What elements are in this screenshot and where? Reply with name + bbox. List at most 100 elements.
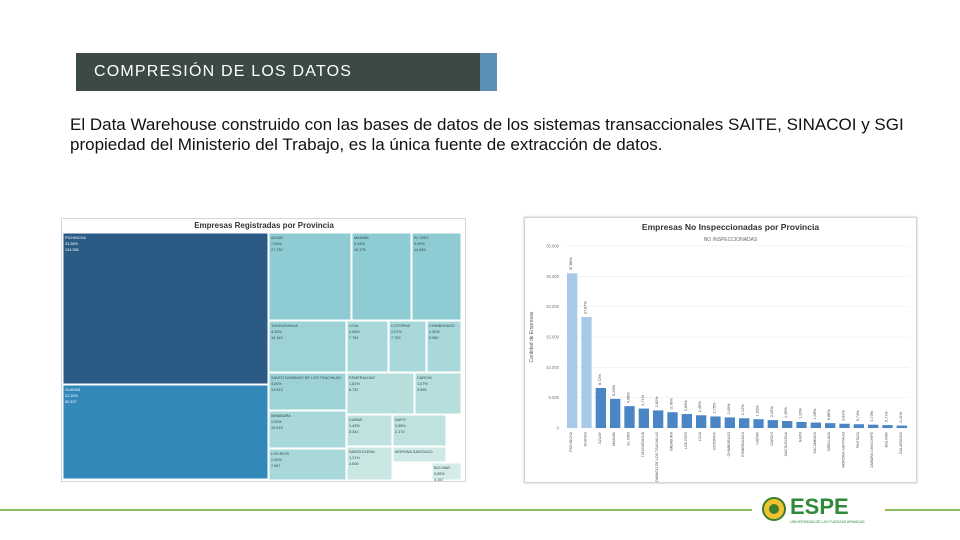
treemap-panel: Empresas Registradas por Provincia PICHI… xyxy=(61,218,466,482)
bar-17: 1,20% NAPO xyxy=(796,408,807,442)
treemap-cell-19: BOLIVAR 0,85% 3.167 xyxy=(431,462,462,482)
bar-16: 1,49% SANTA ELENA xyxy=(782,407,793,456)
bar-category-label: AZUAY xyxy=(598,431,602,443)
treemap-cell-10: SANTO DOMINGO DE LOS TSACHILAS 4,00% 14.91… xyxy=(268,372,347,411)
treemap-cell-text: 0,85% xyxy=(434,472,445,476)
bar-category-label: ZAMORA CHINCHIPE xyxy=(870,431,874,468)
treemap-cell-text: NAPO xyxy=(395,418,406,422)
treemap-cell-text: 3,99% xyxy=(414,242,425,246)
bar-category-label: PASTAZA xyxy=(856,431,860,447)
treemap-cell-12: ESMERALDAS 1,81% 6.737 xyxy=(346,372,415,415)
bar-18: 1,05% SUCUMBIOS xyxy=(810,408,821,454)
bar-chart-panel: Empresas No Inspeccionadas por Provincia… xyxy=(524,217,917,498)
bar-chart-ytick: 25.000 xyxy=(546,274,559,279)
treemap-cell-text: SANTO DOMINGO DE LOS TSACHILAS xyxy=(271,376,341,380)
treemap-cell-text: 1,43% xyxy=(349,424,360,428)
slide-body-text: El Data Warehouse construido con las bas… xyxy=(70,115,904,154)
treemap-cell-text: EL ORO xyxy=(414,236,428,240)
bar-24: 0,41% GALAPAGOS xyxy=(896,411,907,454)
bar-category-label: EL ORO xyxy=(627,432,631,446)
bar-chart-ytick: 0 xyxy=(557,426,560,431)
logo-text: ESPE xyxy=(790,494,849,519)
logo-subtitle: UNIVERSIDAD DE LAS FUERZAS ARMADAS xyxy=(790,520,865,524)
treemap-cell-text: 2.170 xyxy=(395,430,405,434)
bar-9: 2,83% LOS RIOS xyxy=(681,400,692,449)
treemap-cell-text: 1,07% xyxy=(417,382,428,386)
treemap-chart: Empresas Registradas por Provincia PICHI… xyxy=(62,221,462,482)
bar-chart-ytick: 5.000 xyxy=(549,395,560,400)
bar-10: 2,45% LOJA xyxy=(696,401,707,441)
bar-value-label: 2,00% xyxy=(727,403,731,414)
bar-chart-ylabel: Cantidad de Empresas xyxy=(529,311,535,362)
treemap-cell-text: 10.915 xyxy=(271,426,283,430)
bar-category-label: SUCUMBIOS xyxy=(813,431,817,453)
treemap-cell-text: 2,08% xyxy=(349,330,360,334)
bar-category-label: COTOPAXI xyxy=(713,432,717,450)
bar-value-label: 0,88% xyxy=(827,409,831,420)
treemap-cell-text: 4,33% xyxy=(271,330,282,334)
bar-7: 2,62% SANTO DOMINGO DE LOS TSACHILAS xyxy=(653,396,664,498)
treemap-cell-15: NAPO 0,58% 2.170 xyxy=(392,414,447,447)
treemap-cell-text: 7,44% xyxy=(271,242,282,246)
treemap-cell-text: BOLIVAR xyxy=(434,466,450,470)
treemap-cell-8: COTOPAXI 2,07% 7.700 xyxy=(388,320,427,373)
bar-category-label: SANTO DOMINGO DE LOS TSACHILAS xyxy=(655,431,659,482)
bar-value-label: 0,71% xyxy=(885,411,889,422)
bar-value-label: 4,71% xyxy=(641,394,645,405)
treemap-cell-text: ESMERALDAS xyxy=(349,376,375,380)
bar-category-label: IMBABURA xyxy=(670,431,674,450)
bar-value-label: 5,23% xyxy=(612,384,616,395)
bar-value-label: 2,20% xyxy=(770,406,774,417)
bar-chart-subtitle: NO INSPECCIONADAS xyxy=(704,237,758,243)
treemap-cell-text: 7.700 xyxy=(391,336,401,340)
treemap-cell-text: CHIMBORAZO xyxy=(429,324,455,328)
bar-chart-ytick: 20.000 xyxy=(546,304,559,309)
treemap-cell-text: 14.865 xyxy=(414,248,426,252)
bar-category-label: LOJA xyxy=(698,431,702,441)
bar-category-label: SANTA ELENA xyxy=(784,431,788,456)
treemap-cell-11: IMBABURA 2,93% 10.915 xyxy=(268,410,347,449)
treemap-cell-text: AZUAY xyxy=(271,236,284,240)
bar-category-label: MORONA SANTIAGO xyxy=(842,432,846,468)
bar-category-label: PICHINCHA xyxy=(569,431,573,451)
treemap-cell-7: LOJA 2,08% 7.764 xyxy=(346,320,389,373)
bar-category-label: LOS RIOS xyxy=(684,431,688,449)
treemap-cell-text: TUNGURAHUA xyxy=(271,324,298,328)
bar-value-label: 0,74% xyxy=(856,410,860,421)
bar-category-label: TUNGURAHUA xyxy=(641,431,645,457)
treemap-cell-text: 2,07% xyxy=(391,330,402,334)
bar-value-label: 1,05% xyxy=(813,408,817,419)
treemap-cell-text: GUAYAS xyxy=(65,388,81,392)
bar-category-label: CAÑAR xyxy=(755,432,760,445)
bar-value-label: 1,49% xyxy=(784,407,788,418)
treemap-cell-text: LOS RIOS xyxy=(271,452,289,456)
treemap-cell-text: 19.175 xyxy=(354,248,366,252)
treemap-cell-text: 82.627 xyxy=(65,400,77,404)
treemap-cell-text: CARCHI xyxy=(417,376,432,380)
bar-category-label: BOLIVAR xyxy=(885,432,889,448)
treemap-cell-text: 16.145 xyxy=(271,336,283,340)
bar-value-label: 2,75% xyxy=(713,402,717,413)
bar-category-label: ESMERALDAS xyxy=(741,431,745,456)
bar-chart-ytick: 10.000 xyxy=(546,365,559,370)
treemap-cell-text: LOJA xyxy=(349,324,359,328)
treemap-cell-text: 3.999 xyxy=(417,388,427,392)
bar-21: 0,74% PASTAZA xyxy=(853,410,864,448)
espe-logo: ESPE UNIVERSIDAD DE LAS FUERZAS ARMADAS xyxy=(762,492,882,526)
treemap-cell-6: TUNGURAHUA 4,33% 16.145 xyxy=(268,320,347,373)
bar-value-label: 0,73% xyxy=(870,410,874,421)
bar-2: 27,87% GUAYAS xyxy=(581,300,592,446)
treemap-cell-text: IMBABURA xyxy=(271,414,291,418)
bar-value-label: 37,88% xyxy=(569,257,573,271)
treemap-cell-text: CAÑAR xyxy=(349,417,363,422)
bar-chart-title: Empresas No Inspeccionadas por Provincia xyxy=(642,222,819,232)
bar-14: 1,53% CAÑAR xyxy=(753,405,764,445)
bar-value-label: 0,81% xyxy=(842,409,846,420)
bar-value-label: 1,53% xyxy=(756,405,760,416)
bar-3: 8,72% AZUAY xyxy=(595,374,606,444)
treemap-cell-text: 7.657 xyxy=(271,464,281,468)
treemap-cell-text: 4.506 xyxy=(349,462,359,466)
bar-19: 0,88% ORELLANA xyxy=(825,409,836,451)
bar-value-label: 2,62% xyxy=(655,396,659,407)
slide-title-band: COMPRESIÓN DE LOS DATOS xyxy=(76,53,497,91)
